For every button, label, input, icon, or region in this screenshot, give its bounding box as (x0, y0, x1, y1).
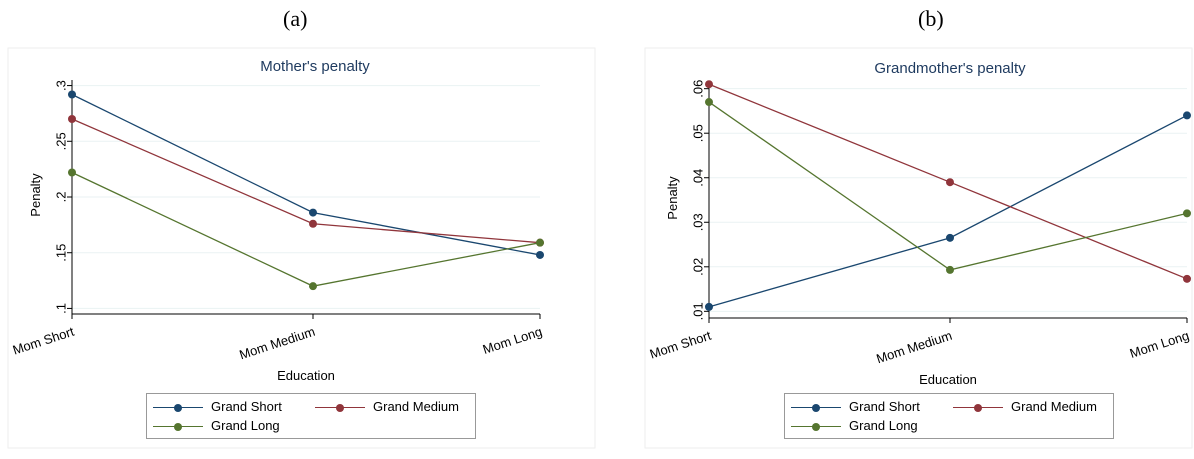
data-point-grand-long (309, 282, 317, 291)
legend-grandmother: Grand Short Grand Medium Grand Long (784, 393, 1114, 439)
data-point-grand-short (68, 90, 76, 99)
data-point-grand-long (946, 265, 954, 274)
y-tick-label: .25 (53, 132, 68, 150)
legend-item-grand-short: Grand Short (791, 398, 920, 416)
y-tick-label: .3 (53, 80, 68, 91)
y-tick-label: .2 (53, 192, 68, 203)
legend-swatch-grand-medium (315, 399, 365, 417)
legend-swatch-grand-long (791, 418, 841, 436)
series-line-grand-short (708, 114, 1188, 308)
data-point-grand-short (946, 233, 954, 242)
data-point-grand-medium (946, 178, 954, 187)
x-axis-title: Education (919, 372, 977, 387)
data-point-grand-medium (1183, 274, 1191, 283)
y-tick-label: .06 (690, 80, 705, 98)
chart-border (644, 47, 1193, 449)
x-tick-label: Mom Long (1128, 328, 1191, 361)
legend-item-grand-medium: Grand Medium (315, 398, 459, 416)
y-axis-title: Penalty (28, 173, 43, 217)
x-tick-label: Mom Short (11, 324, 76, 358)
data-point-grand-medium (68, 115, 76, 123)
y-tick-label: .04 (690, 169, 705, 187)
chart-title: Mother's penalty (260, 58, 370, 75)
legend-label-grand-long: Grand Long (849, 418, 918, 433)
y-tick-label: .05 (690, 124, 705, 142)
chart-title: Grandmother's penalty (874, 60, 1026, 77)
data-point-grand-long (536, 238, 544, 247)
chart-border (7, 47, 596, 449)
legend-item-grand-medium: Grand Medium (953, 398, 1097, 416)
legend-swatch-grand-short (153, 399, 203, 417)
series-line-grand-medium (71, 118, 541, 244)
data-point-grand-short (536, 250, 544, 259)
data-point-grand-short (705, 302, 713, 311)
legend-swatch-grand-short (791, 399, 841, 417)
legend-label-grand-short: Grand Short (211, 399, 282, 414)
data-point-grand-medium (705, 80, 713, 89)
data-point-grand-long (68, 168, 76, 177)
y-tick-label: .01 (690, 302, 705, 320)
y-tick-label: .02 (690, 258, 705, 276)
data-point-grand-long (705, 98, 713, 107)
data-point-grand-medium (309, 219, 317, 228)
y-tick-label: .15 (53, 244, 68, 262)
x-tick-label: Mom Medium (237, 324, 317, 363)
legend-mother: Grand Short Grand Medium Grand Long (146, 393, 476, 439)
legend-item-grand-long: Grand Long (153, 417, 280, 435)
data-point-grand-short (309, 208, 317, 217)
panel-label-a: (a) (283, 6, 308, 31)
panel-label-b: (b) (918, 6, 944, 31)
legend-label-grand-short: Grand Short (849, 399, 920, 414)
y-axis-title: Penalty (665, 176, 680, 220)
x-tick-label: Mom Short (648, 328, 713, 362)
series-line-grand-long (708, 101, 1188, 271)
data-point-grand-short (1183, 111, 1191, 120)
y-tick-label: .1 (53, 303, 68, 314)
data-point-grand-long (1183, 209, 1191, 218)
legend-swatch-grand-medium (953, 399, 1003, 417)
series-line-grand-long (71, 171, 541, 287)
x-tick-label: Mom Long (481, 324, 544, 357)
x-axis-title: Education (277, 368, 335, 383)
legend-swatch-grand-long (153, 418, 203, 436)
y-tick-label: .03 (690, 213, 705, 231)
legend-label-grand-long: Grand Long (211, 418, 280, 433)
legend-item-grand-long: Grand Long (791, 417, 918, 435)
series-line-grand-short (71, 93, 541, 256)
x-tick-label: Mom Medium (874, 328, 954, 367)
legend-item-grand-short: Grand Short (153, 398, 282, 416)
legend-label-grand-medium: Grand Medium (1011, 399, 1097, 414)
legend-label-grand-medium: Grand Medium (373, 399, 459, 414)
